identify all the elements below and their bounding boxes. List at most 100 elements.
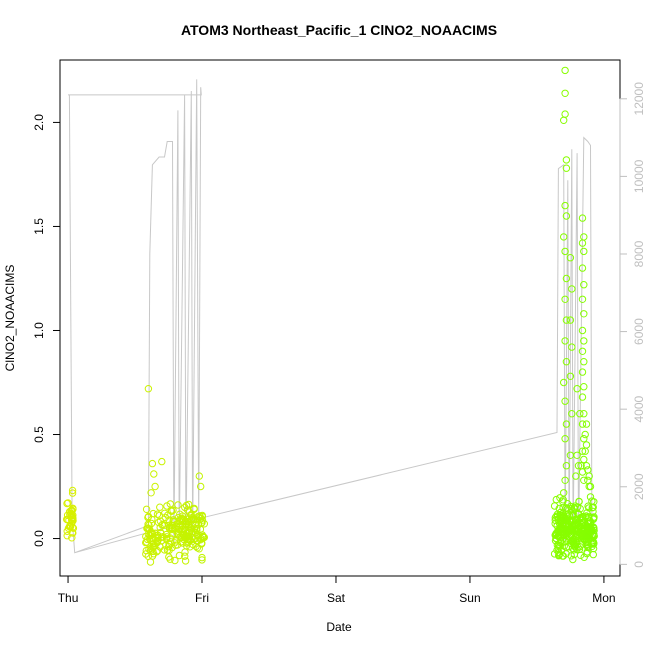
data-point [142, 546, 151, 555]
data-point [181, 557, 190, 565]
data-point [142, 505, 151, 513]
data-point [63, 532, 71, 540]
data-point [567, 504, 576, 513]
x-tick-label: Sat [327, 591, 346, 605]
data-point [198, 512, 207, 521]
data-point [588, 542, 596, 550]
data-point [551, 520, 559, 528]
data-point [581, 430, 589, 439]
data-point [142, 538, 150, 547]
data-point [586, 517, 594, 525]
x-tick-label: Mon [592, 591, 615, 605]
data-point [573, 525, 582, 534]
data-point [177, 527, 185, 535]
data-point [566, 254, 575, 262]
data-point [153, 547, 162, 555]
data-point [580, 233, 588, 241]
data-point [560, 489, 568, 497]
x-axis: Thu Fri Sat Sun Mon [58, 575, 616, 605]
data-point [69, 524, 78, 532]
data-point [69, 504, 77, 512]
data-point [589, 550, 597, 559]
data-point [584, 466, 592, 474]
data-point [575, 529, 583, 537]
y-axis: 0.0 0.5 1.0 1.5 2.0 [32, 114, 61, 547]
x-axis-label: Date [326, 620, 352, 634]
data-point [68, 489, 77, 497]
data-point [578, 420, 587, 428]
data-point [580, 247, 588, 256]
data-point [172, 523, 180, 531]
data-point [570, 546, 578, 554]
data-point [566, 525, 574, 533]
data-point [555, 548, 563, 556]
data-point [562, 156, 571, 164]
data-point [572, 472, 580, 480]
data-point [156, 503, 164, 511]
data-point [198, 556, 206, 564]
y-tick-label: 0.5 [32, 426, 46, 443]
data-point [171, 556, 179, 565]
data-point [587, 533, 595, 541]
data-point [555, 532, 563, 540]
data-point [559, 496, 567, 504]
data-point [582, 441, 591, 449]
y2-tick-label: 2000 [632, 473, 646, 500]
data-point [568, 537, 576, 545]
data-point [174, 501, 182, 509]
data-point [558, 552, 567, 560]
data-point [68, 534, 76, 542]
data-point [197, 482, 205, 491]
data-point [68, 523, 77, 532]
data-point [181, 503, 189, 512]
data-point [144, 513, 152, 522]
data-point [185, 508, 194, 516]
data-point [590, 513, 598, 521]
data-point [150, 470, 158, 478]
data-point [168, 521, 177, 530]
data-point [561, 435, 569, 443]
data-point [67, 511, 75, 520]
data-point [553, 546, 561, 554]
data-point [578, 368, 587, 376]
data-point [550, 550, 559, 558]
y-tick-label: 0.0 [32, 530, 46, 547]
plot-frame [59, 59, 621, 577]
data-point [589, 507, 597, 516]
data-point [582, 420, 591, 428]
data-point [580, 410, 588, 418]
data-point [63, 511, 72, 519]
data-point [575, 497, 583, 506]
data-point [580, 476, 588, 484]
data-point [580, 281, 588, 289]
data-point [562, 212, 571, 220]
data-point [154, 533, 162, 541]
data-point [578, 214, 587, 222]
data-point [178, 525, 187, 534]
data-point [576, 410, 584, 418]
data-point [166, 500, 175, 508]
data-point [174, 514, 182, 522]
data-point [580, 383, 588, 391]
data-point [573, 385, 581, 393]
data-point [552, 495, 560, 504]
data-point [586, 493, 595, 501]
data-point [562, 164, 571, 172]
data-point [188, 514, 197, 522]
data-point [567, 552, 575, 560]
data-point [578, 264, 587, 272]
data-point [563, 504, 572, 513]
data-point [580, 337, 588, 345]
data-point [561, 397, 569, 405]
data-point [198, 539, 206, 547]
y2-tick-label: 6000 [632, 318, 646, 345]
data-point [161, 509, 169, 517]
data-point [578, 393, 587, 401]
data-point [589, 503, 597, 511]
data-point [580, 553, 588, 561]
data-points-layer [62, 66, 598, 566]
data-point [176, 516, 185, 524]
data-point [151, 482, 159, 491]
data-point [175, 551, 184, 560]
